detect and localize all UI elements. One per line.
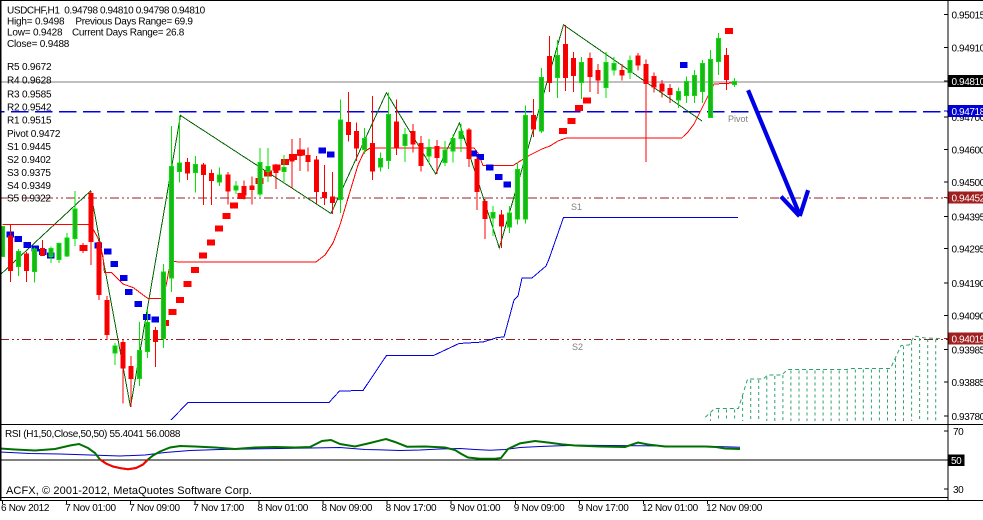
- svg-text:0.94190: 0.94190: [952, 279, 983, 290]
- svg-text:S4 0.9349: S4 0.9349: [7, 181, 51, 192]
- svg-text:70: 70: [953, 427, 964, 438]
- svg-text:S2: S2: [572, 342, 583, 352]
- svg-text:0.94395: 0.94395: [952, 213, 983, 224]
- svg-text:0.94500: 0.94500: [952, 178, 983, 189]
- svg-text:7 Nov 09:00: 7 Nov 09:00: [129, 503, 180, 514]
- svg-text:Pivot 0.9472: Pivot 0.9472: [7, 129, 61, 140]
- svg-text:USDCHF,H1 0.94798 0.94810 0.9: USDCHF,H1 0.94798 0.94810 0.94798 0.9481…: [7, 6, 206, 17]
- svg-text:8 Nov 09:00: 8 Nov 09:00: [322, 503, 373, 514]
- svg-text:7 Nov 17:00: 7 Nov 17:00: [193, 503, 244, 514]
- svg-text:9 Nov 01:00: 9 Nov 01:00: [450, 503, 501, 514]
- svg-text:Close= 0.9488: Close= 0.9488: [7, 39, 70, 50]
- svg-text:50: 50: [951, 456, 962, 467]
- svg-text:R4 0.9628: R4 0.9628: [7, 76, 52, 87]
- svg-text:8 Nov 17:00: 8 Nov 17:00: [386, 503, 437, 514]
- svg-text:0.94452: 0.94452: [952, 194, 983, 205]
- svg-text:7 Nov 01:00: 7 Nov 01:00: [65, 503, 116, 514]
- svg-text:0.93780: 0.93780: [952, 412, 983, 423]
- svg-text:S2 0.9402: S2 0.9402: [7, 155, 51, 166]
- svg-text:S1 0.9445: S1 0.9445: [7, 142, 51, 153]
- svg-text:Previous Days Range= 69.9: Previous Days Range= 69.9: [75, 16, 193, 27]
- svg-text:12 Nov 01:00: 12 Nov 01:00: [642, 503, 699, 514]
- svg-text:Pivot: Pivot: [728, 114, 749, 124]
- svg-text:0.94810: 0.94810: [952, 77, 983, 88]
- svg-text:9 Nov 09:00: 9 Nov 09:00: [514, 503, 565, 514]
- svg-text:R5 0.9672: R5 0.9672: [7, 62, 52, 73]
- svg-text:12 Nov 09:00: 12 Nov 09:00: [706, 503, 763, 514]
- svg-text:S3 0.9375: S3 0.9375: [7, 168, 51, 179]
- svg-text:High= 0.9498: High= 0.9498: [7, 16, 65, 27]
- svg-text:0.94718: 0.94718: [952, 107, 983, 118]
- svg-text:ACFX, © 2001-2012, MetaQuotes: ACFX, © 2001-2012, MetaQuotes Software C…: [6, 485, 252, 497]
- svg-text:Current Days Range= 26.8: Current Days Range= 26.8: [72, 28, 185, 39]
- svg-text:0.94295: 0.94295: [952, 245, 983, 256]
- svg-text:30: 30: [953, 485, 964, 496]
- svg-text:0.93885: 0.93885: [952, 378, 983, 389]
- svg-text:R1 0.9515: R1 0.9515: [7, 115, 52, 126]
- svg-text:6 Nov 2012: 6 Nov 2012: [1, 503, 50, 514]
- svg-text:R3 0.9585: R3 0.9585: [7, 89, 52, 100]
- svg-text:Low= 0.9428: Low= 0.9428: [7, 28, 63, 39]
- svg-text:8 Nov 01:00: 8 Nov 01:00: [257, 503, 308, 514]
- svg-text:9 Nov 17:00: 9 Nov 17:00: [578, 503, 629, 514]
- svg-text:S5 0.9322: S5 0.9322: [7, 194, 51, 205]
- svg-text:S1: S1: [571, 202, 582, 212]
- svg-text:0.94090: 0.94090: [952, 311, 983, 322]
- svg-text:0.95015: 0.95015: [952, 11, 983, 22]
- svg-text:0.94600: 0.94600: [952, 146, 983, 157]
- svg-text:0.94019: 0.94019: [952, 335, 983, 346]
- svg-text:0.93985: 0.93985: [952, 345, 983, 356]
- svg-text:R2 0.9542: R2 0.9542: [7, 102, 52, 113]
- svg-text:RSI (H1,50,Close,50,50) 55.404: RSI (H1,50,Close,50,50) 55.4041 56.0088: [5, 429, 181, 440]
- svg-text:0.94910: 0.94910: [952, 43, 983, 54]
